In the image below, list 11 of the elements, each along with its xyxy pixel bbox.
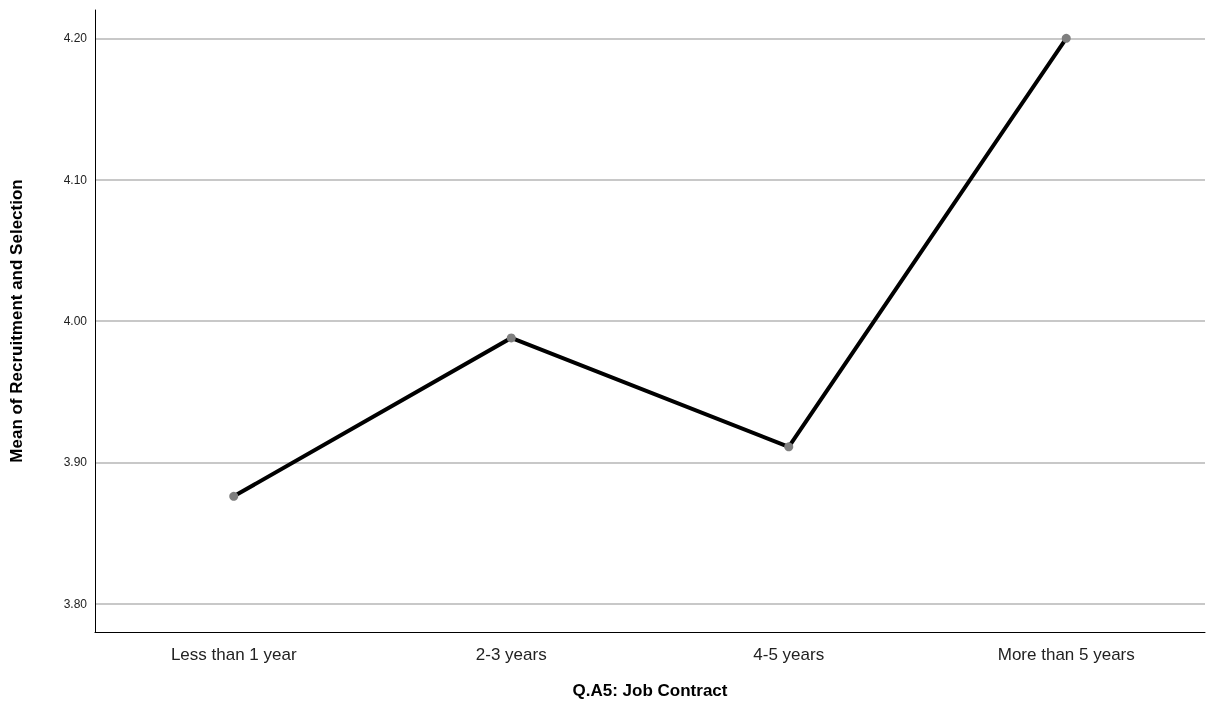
x-axis-title: Q.A5: Job Contract — [572, 681, 728, 700]
y-tick-label: 4.20 — [63, 31, 88, 46]
x-tick-label: More than 5 years — [997, 645, 1135, 664]
y-tick-label: 3.80 — [63, 596, 88, 611]
x-tick-label: 2-3 years — [475, 645, 547, 664]
x-tick-label: Less than 1 year — [170, 645, 297, 664]
x-tick-label: 4-5 years — [753, 645, 825, 664]
y-tick-label: 3.90 — [63, 455, 88, 470]
y-axis-title: Mean of Recruitment and Selection — [7, 179, 26, 463]
y-tick-label: 4.00 — [63, 314, 88, 328]
y-tick-label: 4.10 — [63, 172, 88, 187]
